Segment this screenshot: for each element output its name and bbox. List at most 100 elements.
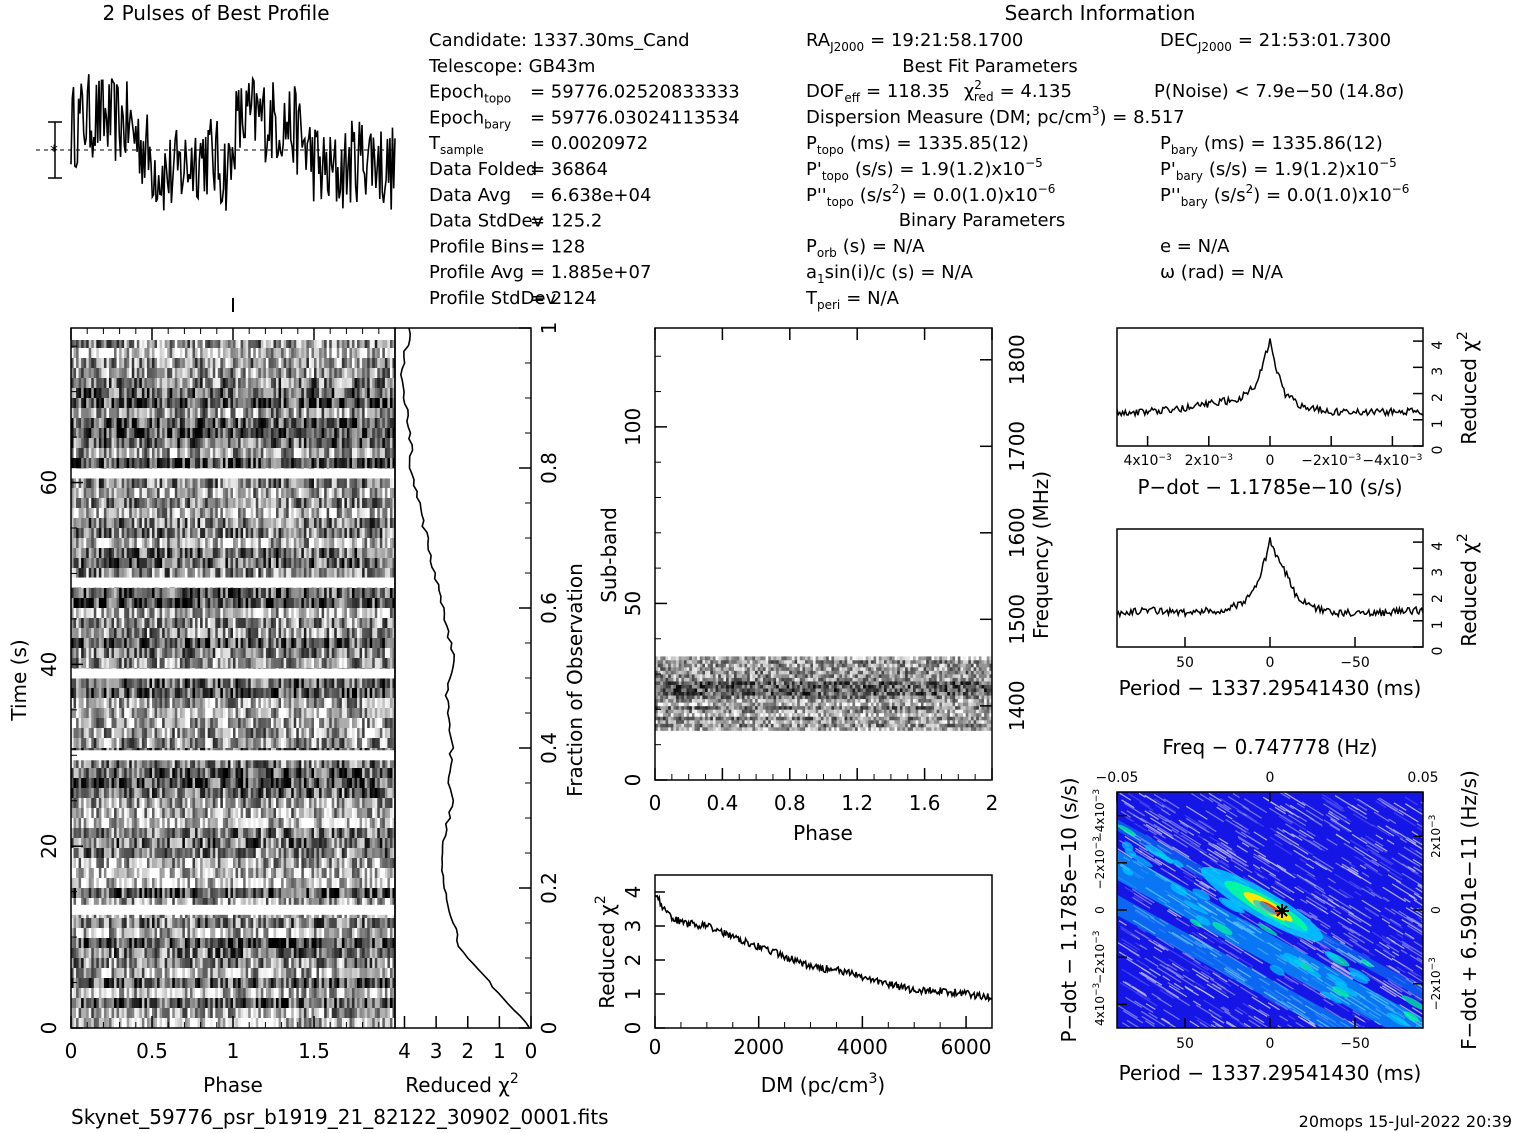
raster-cell [124, 358, 128, 369]
raster-cell [248, 628, 252, 639]
raster-cell [177, 628, 181, 639]
raster-cell [103, 488, 107, 499]
raster-cell [362, 478, 366, 489]
raster-cell [136, 458, 140, 469]
raster-cell [134, 488, 138, 499]
raster-cell [392, 448, 396, 459]
raster-cell [152, 418, 155, 429]
raster-cell [129, 518, 133, 529]
raster-cell [245, 498, 249, 509]
raster-cell [71, 398, 74, 409]
raster-cell [369, 408, 373, 419]
raster-cell [233, 458, 236, 469]
raster-cell [255, 448, 259, 459]
raster-cell [157, 608, 160, 619]
raster-cell [129, 658, 133, 669]
raster-cell [273, 508, 277, 519]
raster-cell [377, 678, 381, 689]
raster-cell [215, 508, 219, 519]
raster-cell [222, 498, 226, 509]
raster-cell [220, 708, 224, 719]
raster-cell [71, 698, 74, 709]
raster-cell [303, 518, 307, 529]
raster-cell [336, 348, 340, 359]
raster-cell [81, 388, 85, 399]
raster-cell [303, 338, 307, 349]
raster-cell [384, 568, 388, 579]
raster-cell [354, 698, 358, 709]
raster-cell [192, 518, 196, 529]
raster-cell [172, 458, 176, 469]
raster-cell [235, 398, 239, 409]
raster-cell [238, 478, 241, 489]
raster-cell [172, 348, 176, 359]
raster-cell [346, 488, 350, 499]
raster-cell [71, 688, 74, 699]
raster-cell [298, 548, 302, 559]
raster-cell [336, 598, 340, 609]
raster-cell [78, 548, 82, 559]
raster-cell [240, 438, 244, 449]
raster-cell [202, 548, 206, 559]
raster-cell [227, 558, 231, 569]
raster-cell [227, 568, 231, 579]
raster-cell [116, 418, 120, 429]
raster-cell [215, 358, 219, 369]
raster-cell [270, 338, 274, 349]
raster-cell [101, 378, 105, 389]
raster-cell [291, 688, 295, 699]
raster-cell [119, 628, 123, 639]
raster-cell [111, 638, 115, 649]
raster-cell [93, 388, 97, 399]
raster-cell [377, 518, 381, 529]
raster-cell [116, 618, 120, 629]
raster-cell [222, 488, 226, 499]
raster-cell [108, 628, 112, 639]
raster-cell [207, 348, 211, 359]
raster-cell [296, 408, 300, 419]
raster-cell [154, 498, 158, 509]
raster-cell [359, 508, 363, 519]
raster-cell [119, 618, 123, 629]
raster-cell [93, 538, 97, 549]
raster-cell [286, 488, 290, 499]
raster-cell [265, 448, 269, 459]
raster-cell [88, 698, 92, 709]
raster-cell [124, 608, 128, 619]
raster-cell [86, 458, 90, 469]
raster-cell [293, 598, 297, 609]
raster-cell [255, 368, 259, 379]
raster-cell [134, 638, 138, 649]
raster-cell [240, 568, 244, 579]
raster-cell [134, 458, 138, 469]
raster-cell [71, 538, 74, 549]
raster-cell [245, 538, 249, 549]
raster-cell [288, 348, 292, 359]
raster-cell [316, 638, 320, 649]
raster-cell [311, 598, 315, 609]
raster-cell [136, 638, 140, 649]
raster-cell [243, 408, 247, 419]
raster-cell [296, 418, 300, 429]
raster-cell [301, 518, 305, 529]
raster-cell [81, 448, 85, 459]
raster-cell [116, 698, 120, 709]
raster-cell [98, 458, 102, 469]
raster-cell [265, 498, 269, 509]
raster-cell [174, 618, 178, 629]
raster-cell [157, 438, 160, 449]
raster-cell [346, 678, 350, 689]
raster-cell [202, 688, 206, 699]
raster-cell [288, 628, 292, 639]
raster-cell [177, 678, 181, 689]
raster-cell [81, 568, 85, 579]
raster-cell [384, 478, 388, 489]
raster-cell [200, 618, 204, 629]
raster-cell [243, 418, 247, 429]
raster-cell [243, 638, 247, 649]
raster-cell [377, 618, 381, 629]
raster-cell [281, 548, 285, 559]
raster-cell [76, 628, 79, 639]
binary-title: Binary Parameters [899, 210, 1066, 231]
raster-cell [141, 688, 145, 699]
